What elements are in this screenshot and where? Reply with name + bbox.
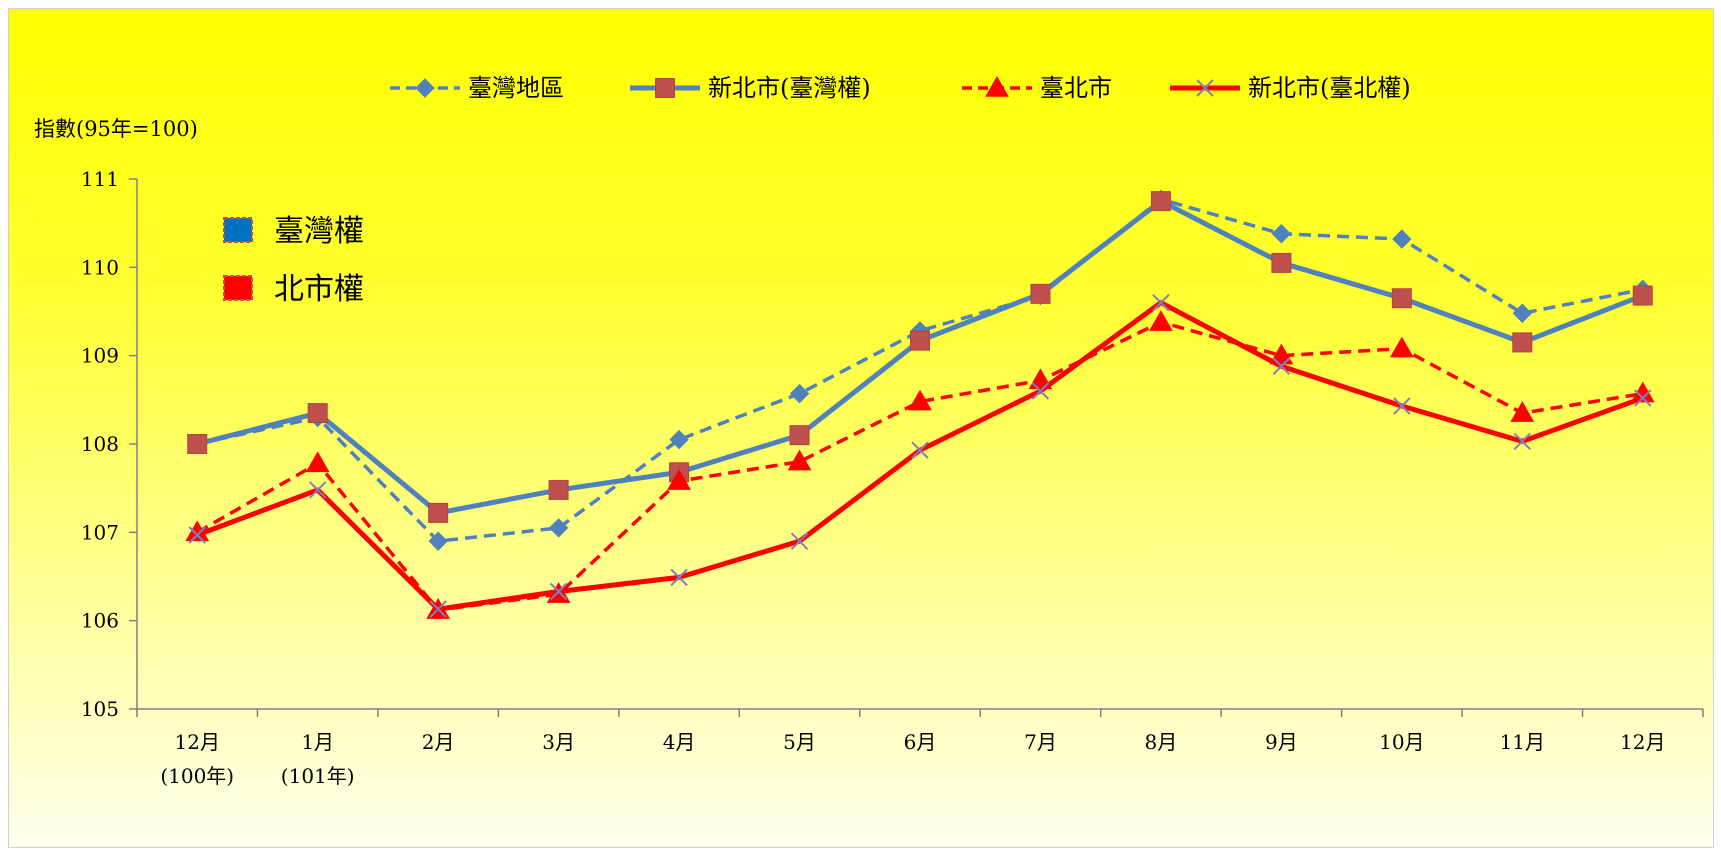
legend-marker <box>985 75 1009 97</box>
data-point <box>911 441 929 459</box>
legend-label: 臺北市 <box>1040 74 1112 102</box>
legend-item-1: 臺灣地區 <box>390 74 564 102</box>
legend-marker <box>655 78 675 98</box>
x-tick-label: 11月 <box>1500 730 1545 754</box>
x-tick-label: 5月 <box>783 730 816 754</box>
series-3 <box>185 310 1655 619</box>
series-line <box>196 198 1644 516</box>
data-point <box>1389 336 1414 358</box>
y-tick-labels: 105 106 107 108 109 110 111 <box>81 167 119 721</box>
data-point <box>908 389 932 411</box>
data-point <box>1392 229 1412 249</box>
data-point <box>1512 303 1533 323</box>
data-point <box>910 330 930 351</box>
data-point <box>1152 293 1170 312</box>
data-point <box>188 526 206 544</box>
x-tick-label: 4月 <box>663 730 696 754</box>
x-tick-label: 7月 <box>1024 730 1057 754</box>
inset-swatch <box>223 217 253 243</box>
legend-item-3: 臺北市 <box>962 74 1112 102</box>
data-point <box>548 518 569 538</box>
x-tick-label: 10月 <box>1379 730 1424 754</box>
data-point <box>1634 389 1652 407</box>
legend-label: 臺灣地區 <box>468 74 564 102</box>
x-tick-label: 9月 <box>1265 730 1298 754</box>
inset-swatch <box>223 275 253 301</box>
legend-label: 新北市(臺灣權) <box>708 74 871 102</box>
y-tick-label: 105 <box>81 697 119 721</box>
legend-marker <box>1196 79 1214 97</box>
data-point <box>1150 191 1171 212</box>
data-point <box>669 429 689 450</box>
x-tick-sublabel: (101年) <box>281 764 355 788</box>
x-tick-label: 6月 <box>904 730 937 754</box>
chart-frame <box>8 8 1714 848</box>
data-point <box>790 532 809 550</box>
inset-label: 北市權 <box>274 272 364 307</box>
y-tick-label: 107 <box>81 520 119 544</box>
data-point <box>789 383 810 404</box>
data-point <box>1272 357 1291 375</box>
data-point <box>429 600 447 618</box>
data-point <box>1030 283 1051 304</box>
x-tick-label: 12月 <box>1620 730 1665 754</box>
data-point <box>307 403 328 424</box>
data-point <box>428 502 449 523</box>
data-point <box>428 531 448 551</box>
x-tick-label: 2月 <box>422 730 455 754</box>
data-point <box>548 479 569 500</box>
y-axis-label: 指數(95年=100) <box>34 117 198 141</box>
data-point <box>1512 332 1533 353</box>
data-point <box>549 582 568 601</box>
data-point <box>1149 310 1173 331</box>
data-point <box>1510 401 1535 422</box>
data-point <box>187 434 208 454</box>
series-4 <box>188 293 1652 618</box>
data-point <box>1632 285 1653 306</box>
data-point <box>1271 252 1292 273</box>
data-point <box>787 449 812 471</box>
series-layer <box>185 189 1655 619</box>
x-tick-labels: 12月 (100年) 1月 (101年) 2月 3月 4月 5月 6月 7月 8月 9月 10月 11月 1… <box>160 730 1665 788</box>
series-line <box>196 320 1644 612</box>
legend-item-4: 新北市(臺北權) <box>1170 74 1411 102</box>
series-2 <box>187 191 1653 523</box>
y-tick-label: 108 <box>81 432 119 456</box>
data-point <box>789 425 810 446</box>
data-point <box>667 469 691 490</box>
inset-label: 臺灣權 <box>274 214 364 249</box>
y-tick-label: 109 <box>81 344 119 368</box>
legend: 臺灣地區 新北市(臺灣權) 臺北市 新北市(臺北權) <box>390 74 1411 102</box>
data-point <box>1393 397 1411 415</box>
series-1 <box>187 189 1653 551</box>
data-point <box>1271 224 1292 244</box>
data-point <box>1391 288 1412 309</box>
data-point <box>1513 432 1532 451</box>
axes <box>129 178 1704 717</box>
x-tick-sublabel: (100年) <box>160 764 234 788</box>
legend-marker <box>415 78 435 98</box>
legend-item-2: 新北市(臺灣權) <box>630 74 871 102</box>
y-tick-label: 110 <box>81 255 119 279</box>
y-tick-label: 111 <box>81 167 119 191</box>
x-tick-label: 3月 <box>542 730 575 754</box>
data-point <box>308 481 327 499</box>
x-tick-label: 1月 <box>301 730 334 754</box>
data-point <box>670 568 688 587</box>
y-tick-label: 106 <box>81 609 119 633</box>
legend-label: 新北市(臺北權) <box>1248 74 1411 102</box>
data-point <box>1031 382 1050 400</box>
data-point <box>305 451 330 473</box>
inset-item-1: 臺灣權 <box>223 214 364 249</box>
inset-item-2: 北市權 <box>223 272 364 307</box>
x-tick-label: 8月 <box>1145 730 1178 754</box>
x-tick-label: 12月 <box>175 730 220 754</box>
